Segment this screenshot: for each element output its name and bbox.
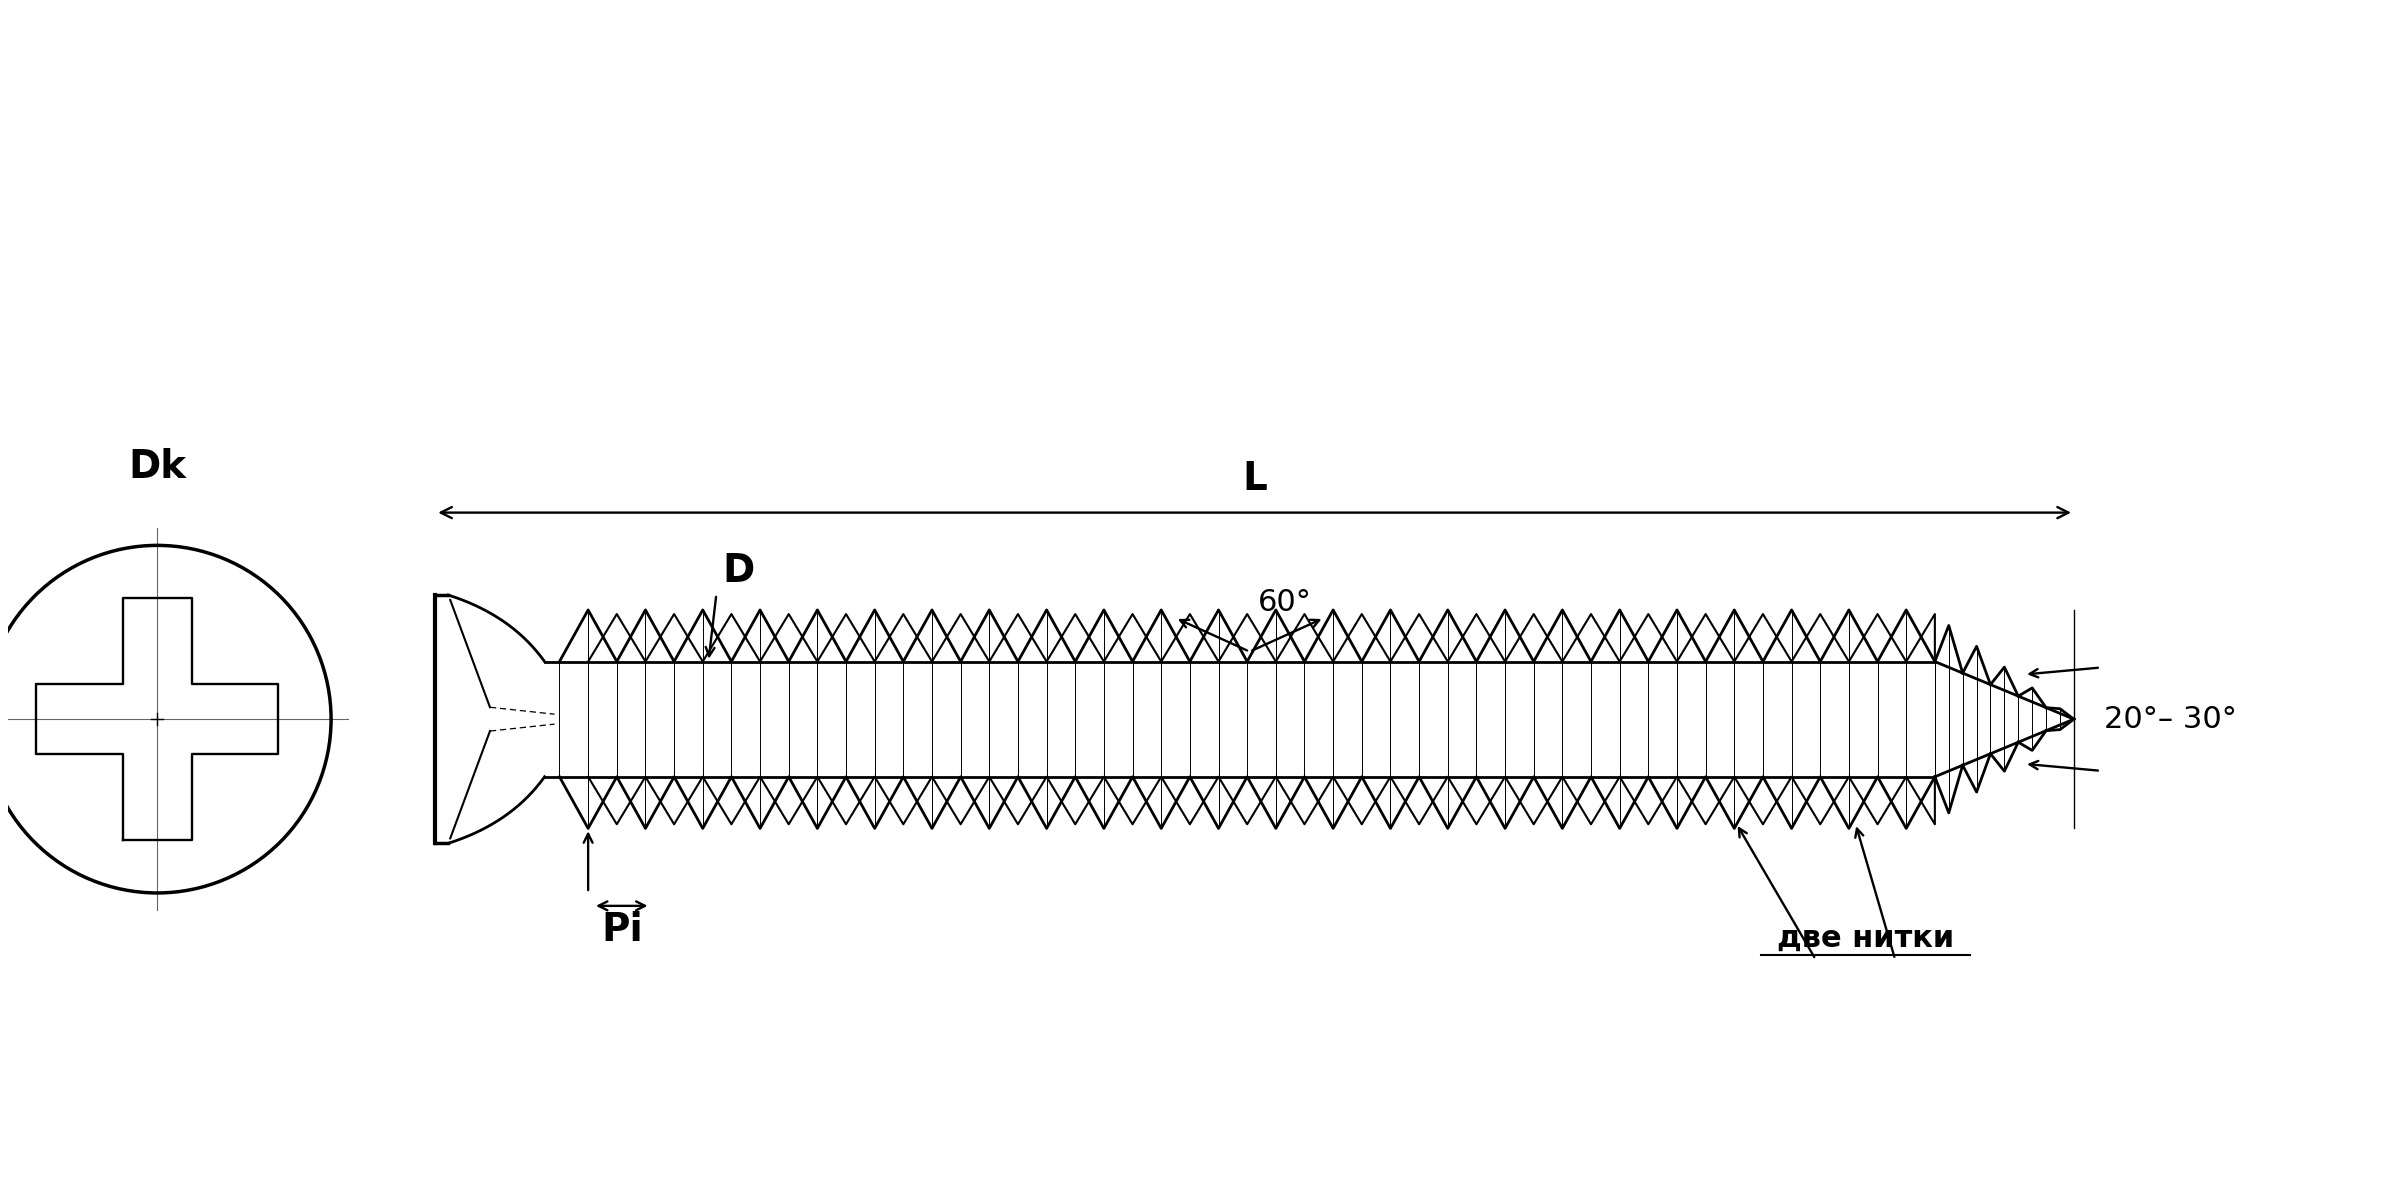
Text: L: L <box>1243 460 1267 498</box>
Text: D: D <box>722 552 754 590</box>
Text: Dk: Dk <box>127 448 187 486</box>
Text: 60°: 60° <box>1258 588 1310 617</box>
Text: Pi: Pi <box>600 911 643 949</box>
Text: 20°– 30°: 20°– 30° <box>2105 704 2237 733</box>
Text: две нитки: две нитки <box>1776 924 1954 953</box>
